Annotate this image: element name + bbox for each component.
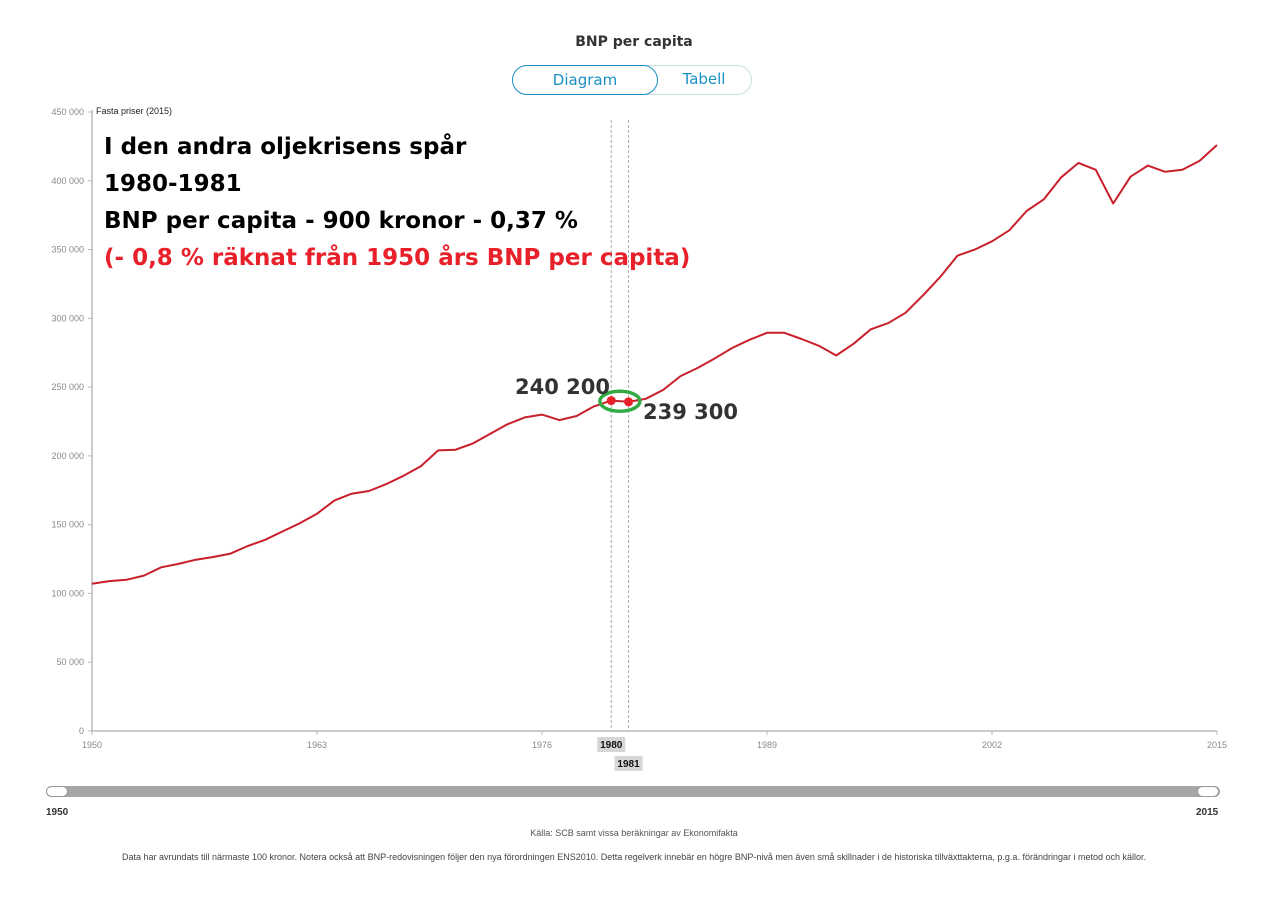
footnote: Data har avrundats till närmaste 100 kro… [121,852,1147,862]
highlight-year-badge [614,756,643,771]
data-point-1980 [606,396,616,406]
y-axis-label: Fasta priser (2015) [96,106,172,116]
range-slider-end-label: 2015 [1196,807,1219,818]
source-note: Källa: SCB samt vissa beräkningar av Eko… [530,828,738,838]
range-slider-start-handle[interactable] [46,786,68,797]
y-tick-label: 250 000 [51,382,84,392]
x-tick-label: 1989 [757,740,777,750]
chart-title: BNP per capita [575,34,693,50]
y-tick-label: 200 000 [51,451,84,461]
y-tick-label: 400 000 [51,176,84,186]
x-tick-label: 2002 [982,740,1002,750]
data-point-1981 [624,397,634,407]
annotation-period: 1980-1981 [104,171,242,197]
x-tick-label: 2015 [1207,740,1227,750]
view-toggle: Diagram Tabell [512,65,752,95]
highlight-year-label: 1980 [600,740,623,751]
range-slider-start-label: 1950 [46,807,69,818]
data-label-1981: 239 300 [643,400,738,424]
tab-diagram[interactable]: Diagram [512,65,658,95]
x-tick-label: 1963 [307,740,327,750]
annotation-relative-change: (- 0,8 % räknat från 1950 års BNP per ca… [104,245,691,271]
y-tick-label: 150 000 [51,520,84,530]
x-tick-label: 1976 [532,740,552,750]
x-tick-label: 1950 [82,740,102,750]
data-label-1980: 240 200 [515,375,610,399]
series-line-bnp-per-capita [91,144,1218,585]
y-tick-label: 100 000 [51,588,84,598]
y-tick-label: 50 000 [56,657,84,667]
tab-tabell[interactable]: Tabell [682,70,726,88]
range-slider-end-handle[interactable] [1197,786,1219,797]
annotation-change: BNP per capita - 900 kronor - 0,37 % [104,208,578,234]
line-chart: 0 50 000 100 000 150 000 200 000 250 000 300 0… [51,106,1227,771]
y-tick-label: 450 000 [51,107,84,117]
annotation-title: I den andra oljekrisens spår [104,134,467,160]
highlight-ring [598,389,642,413]
highlight-year-badge [597,737,626,752]
y-tick-label: 0 [79,726,84,736]
highlight-year-label: 1981 [617,759,640,770]
y-tick-label: 300 000 [51,313,84,323]
y-tick-label: 350 000 [51,245,84,255]
range-slider-track[interactable] [46,786,1220,797]
